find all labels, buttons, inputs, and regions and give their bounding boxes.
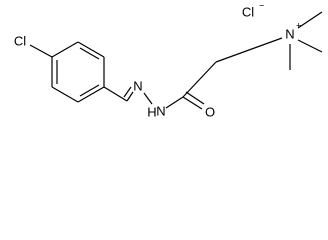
- bonds: [29, 11, 323, 110]
- atom-label: N: [156, 103, 165, 118]
- atom-label: H: [147, 104, 156, 119]
- bond: [51, 41, 79, 58]
- atom-label: O: [205, 104, 215, 119]
- charge: −: [259, 0, 264, 10]
- bond: [182, 61, 217, 98]
- bond-inner: [79, 47, 100, 60]
- atom-label: Cl: [242, 4, 254, 19]
- bond: [103, 86, 128, 102]
- bond: [143, 92, 153, 105]
- bond: [182, 96, 203, 110]
- structure-diagram: Cl N H N O Cl − N +: [14, 0, 323, 119]
- bond: [77, 86, 105, 103]
- bond: [185, 91, 205, 105]
- bond: [123, 86, 132, 98]
- bond: [77, 41, 105, 58]
- page: Cl N H N O Cl − N + (() => { const data …: [13, 0, 323, 120]
- bond: [297, 39, 323, 53]
- bond: [215, 37, 283, 63]
- atom-label: N: [285, 26, 294, 41]
- atom-label: N: [133, 78, 142, 93]
- bond: [297, 11, 323, 29]
- bond: [51, 86, 79, 103]
- bond-inner: [79, 84, 100, 97]
- bond: [29, 44, 53, 58]
- atom-label: Cl: [14, 33, 26, 48]
- bond: [126, 91, 134, 102]
- bond: [165, 96, 184, 109]
- charge: +: [296, 20, 301, 30]
